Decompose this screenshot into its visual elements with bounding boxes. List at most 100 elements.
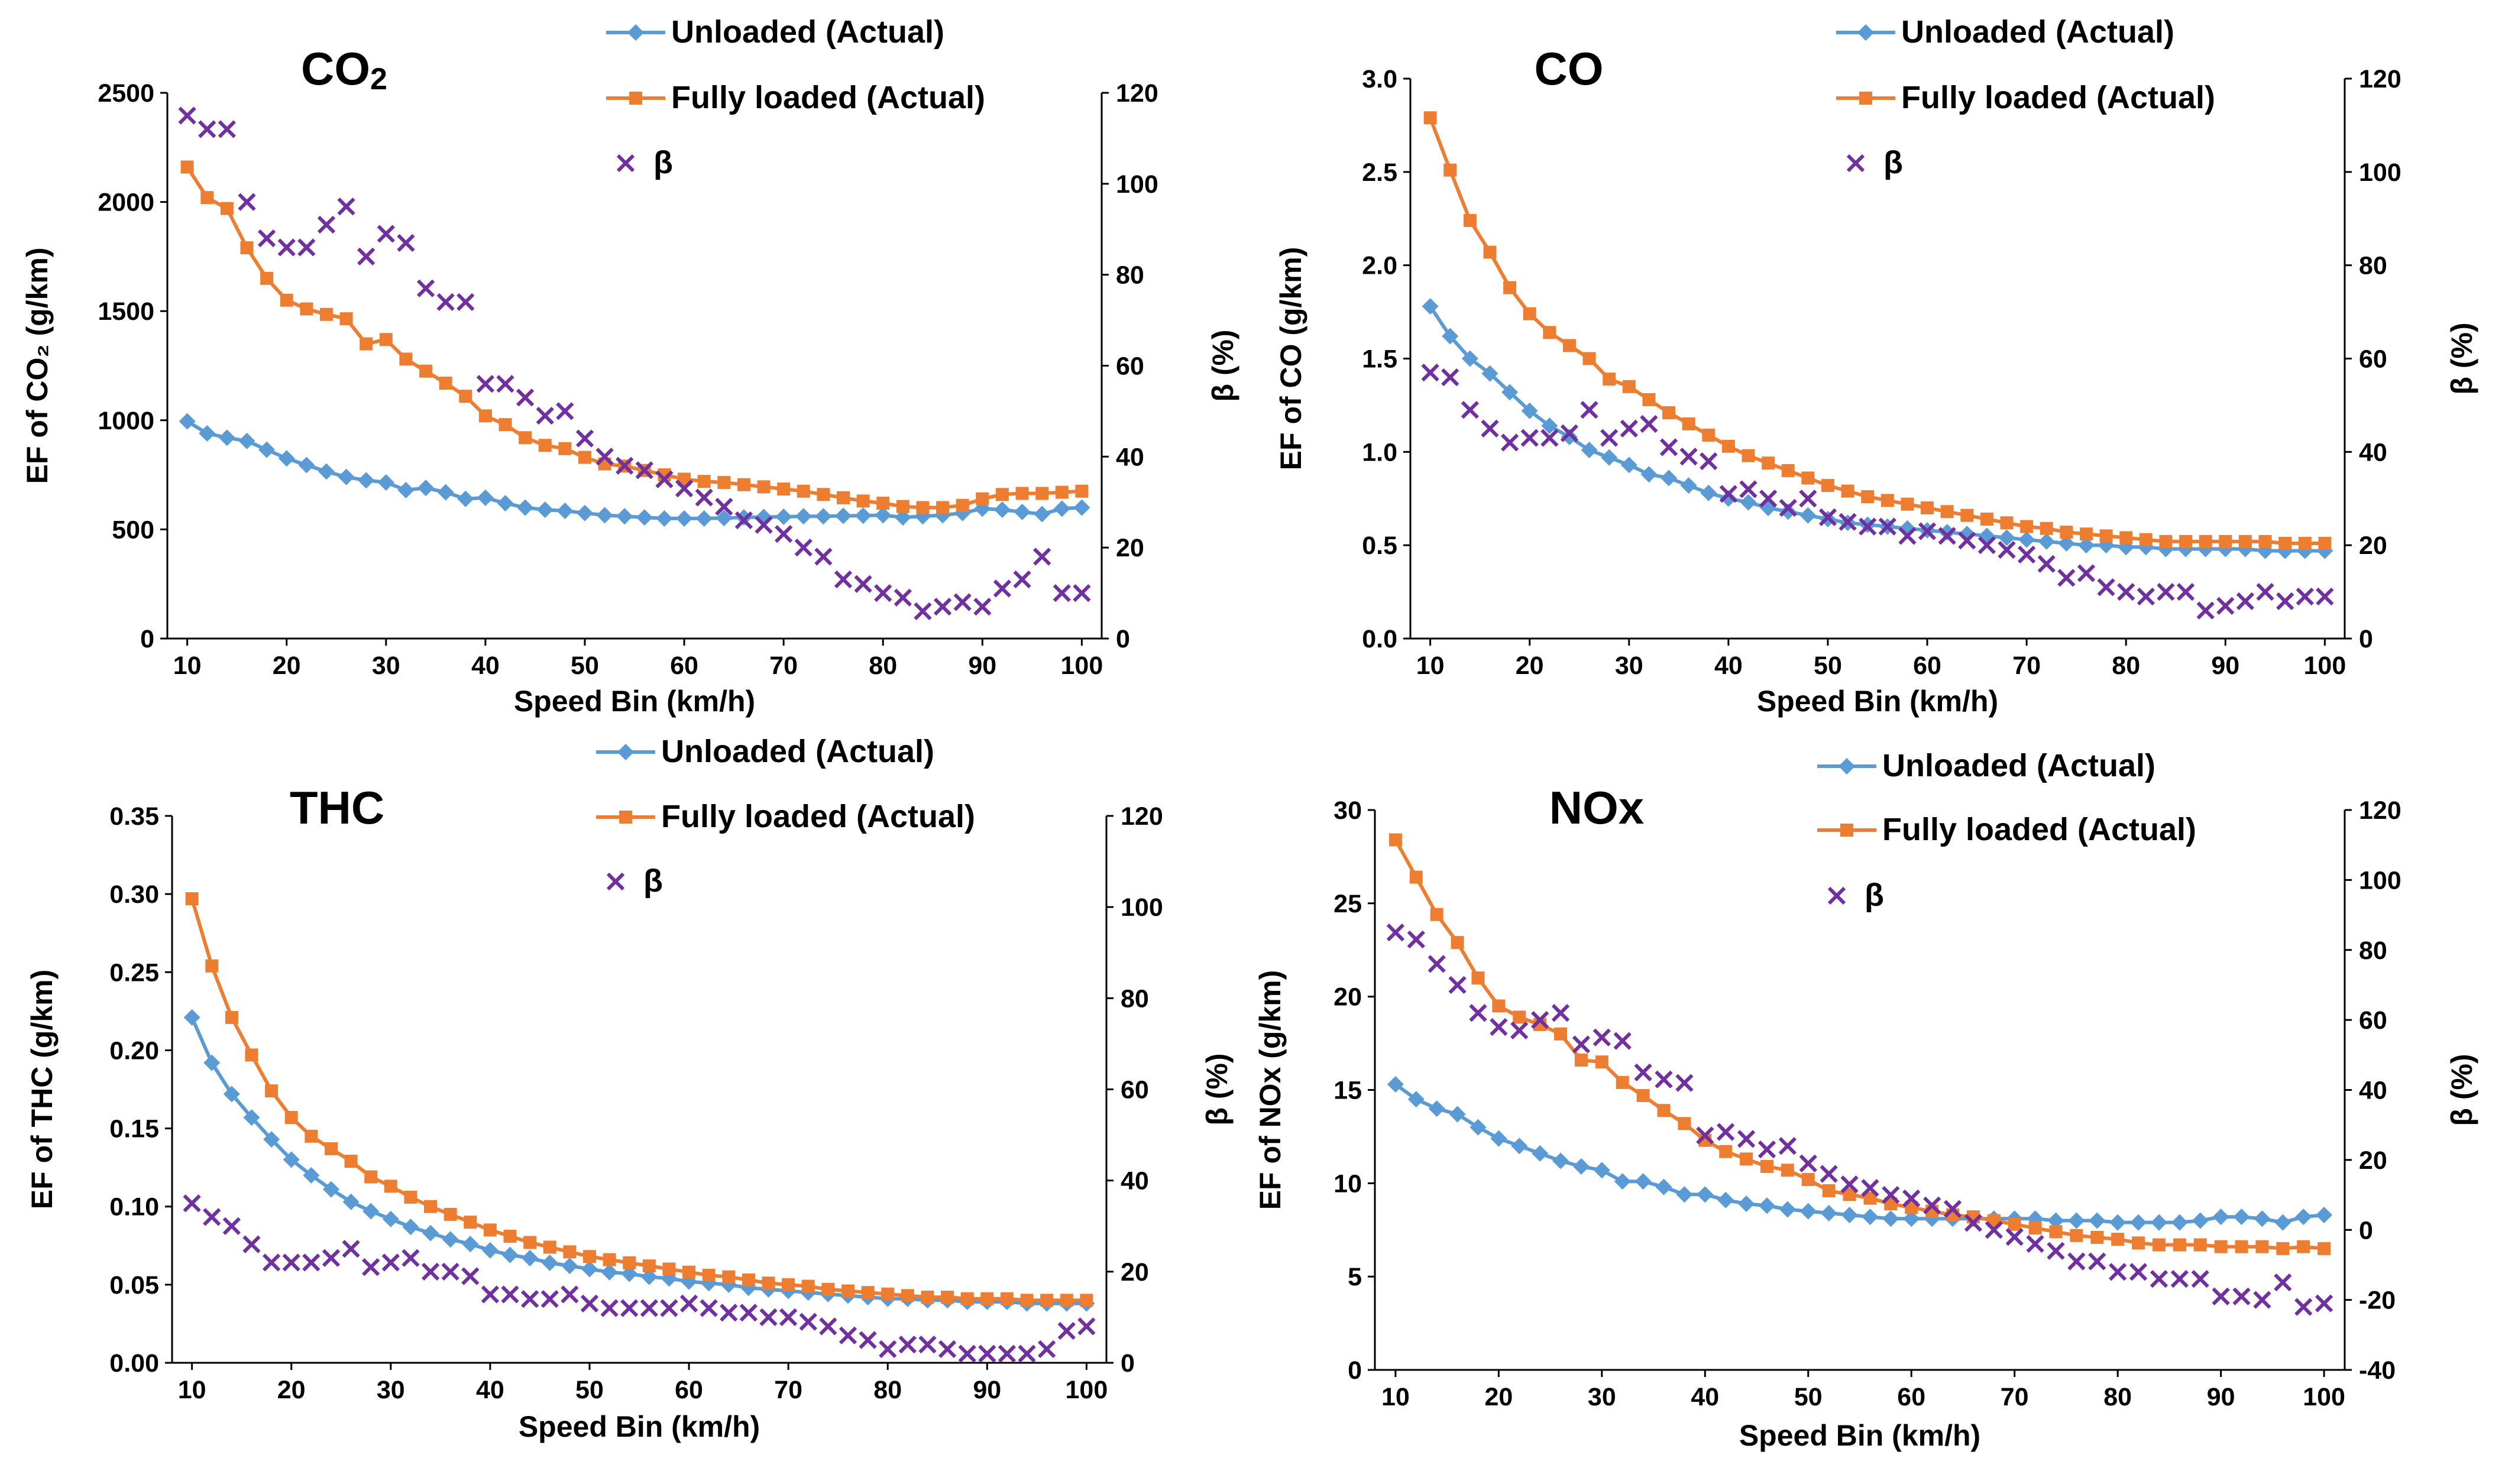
unloaded-point-10	[377, 474, 394, 491]
beta-point-6	[1540, 429, 1559, 447]
fully-loaded-point-27	[1960, 508, 1974, 522]
unloaded-point-9	[1572, 1158, 1590, 1175]
beta-point-9	[357, 247, 376, 266]
fully-loaded-point-17	[1740, 1152, 1753, 1166]
unloaded-point-2	[218, 429, 235, 446]
beta-point-22	[1859, 517, 1877, 536]
beta-point-12	[421, 1262, 440, 1281]
legend-label: Unloaded (Actual)	[671, 14, 944, 50]
fully-loaded-point-20	[1821, 479, 1834, 492]
beta-point-2	[1461, 401, 1479, 419]
beta-point-19	[561, 1285, 579, 1304]
fully-loaded-point-3	[245, 1048, 258, 1062]
fully-loaded-point-1	[205, 959, 219, 973]
legend-label: Unloaded (Actual)	[1901, 14, 2174, 50]
beta-point-11	[402, 1249, 420, 1267]
fully-loaded-point-42	[1015, 487, 1029, 500]
chart-title: CO	[1535, 43, 1604, 95]
unloaded-point-15	[1720, 490, 1737, 507]
beta-point-45	[1073, 584, 1091, 602]
fully-loaded-point-12	[419, 364, 433, 378]
beta-point-8	[337, 197, 355, 216]
y2-tick-label: 120	[2359, 796, 2401, 825]
y-tick-label: 1000	[98, 407, 154, 435]
unloaded-point-7	[322, 1181, 339, 1198]
fully-loaded-point-33	[836, 491, 850, 504]
y2-tick-label: 40	[1121, 1167, 1149, 1195]
fully-loaded-point-31	[797, 484, 810, 498]
fully-loaded-point-40	[980, 1292, 994, 1305]
x-tick-label: 10	[173, 652, 202, 680]
x-tick-label: 40	[1714, 652, 1743, 680]
unloaded-point-35	[875, 507, 892, 524]
legend-entry-beta: β	[616, 145, 673, 180]
fully-loaded-series	[180, 160, 1089, 514]
unloaded-point-5	[278, 450, 295, 467]
unloaded-point-36	[894, 509, 911, 526]
beta-point-28	[1977, 536, 1996, 555]
beta-point-26	[1923, 1196, 1941, 1214]
beta-point-7	[1531, 1011, 1549, 1029]
beta-point-11	[397, 234, 415, 252]
x-tick-label: 30	[1615, 652, 1643, 680]
beta-point-32	[2057, 569, 2076, 587]
unloaded-point-5	[1521, 402, 1538, 419]
unloaded-point-12	[417, 479, 435, 497]
y-tick-label: 0	[1348, 1356, 1362, 1385]
fully-loaded-line	[190, 898, 1087, 1302]
unloaded-point-9	[358, 472, 375, 489]
legend-entry-beta: β	[1846, 145, 1903, 180]
beta-point-12	[1659, 438, 1678, 456]
beta-point-37	[2150, 1269, 2168, 1288]
unloaded-point-14	[457, 490, 474, 507]
unloaded-point-2	[1461, 350, 1478, 367]
unloaded-point-legend	[627, 24, 644, 41]
beta-point-21	[1839, 513, 1857, 531]
beta-point-24	[655, 470, 674, 488]
beta-point-40	[2212, 1287, 2230, 1305]
fully-loaded-point-37	[916, 501, 930, 514]
beta-point-41	[2236, 592, 2255, 610]
beta-point-17	[1737, 1130, 1756, 1148]
y-tick-label: 0	[140, 625, 154, 653]
unloaded-point-6	[1511, 1138, 1528, 1155]
unloaded-point-36	[2130, 1214, 2147, 1231]
y2-tick-label: 60	[2359, 345, 2387, 374]
y2-tick-label: 40	[2359, 438, 2387, 466]
beta-point-23	[640, 1299, 658, 1317]
beta-point-8	[342, 1240, 360, 1258]
x-tick-label: 100	[2304, 652, 2346, 680]
beta-point-16	[1739, 480, 1757, 498]
beta-point-7	[1560, 424, 1579, 442]
legend: Unloaded (Actual) Fully loaded (Actual) β	[1817, 748, 2196, 913]
unloaded-point-28	[735, 509, 752, 526]
unloaded-point-21	[601, 1263, 618, 1281]
fully-loaded-point-5	[1523, 307, 1536, 320]
beta-point-31	[2037, 555, 2056, 573]
unloaded-point-42	[2254, 1210, 2271, 1227]
unloaded-point-20	[581, 1261, 598, 1278]
unloaded-point-15	[477, 489, 494, 506]
fully-loaded-point-14	[459, 390, 472, 403]
fully-loaded-point-19	[563, 1245, 577, 1259]
unloaded-point-2	[223, 1086, 240, 1103]
fully-loaded-point-legend	[1859, 92, 1872, 105]
y-tick-label: 5	[1348, 1263, 1362, 1291]
y2-axis-title: β (%)	[1200, 1053, 1234, 1125]
x-tick-label: 30	[1588, 1383, 1616, 1411]
fully-loaded-point-27	[717, 476, 731, 490]
beta-point-38	[933, 598, 952, 616]
fully-loaded-point-6	[300, 302, 313, 316]
fully-loaded-point-32	[821, 1282, 835, 1296]
beta-point-6	[297, 238, 316, 257]
unloaded-point-23	[636, 509, 653, 526]
beta-point-20	[575, 429, 594, 448]
beta-point-0	[183, 1194, 201, 1213]
fully-loaded-point-42	[2258, 534, 2272, 548]
beta-point-33	[834, 570, 853, 589]
x-tick-label: 70	[769, 652, 798, 680]
fully-loaded-point-36	[896, 500, 909, 513]
x-tick-label: 60	[1897, 1383, 1925, 1411]
unloaded-point-20	[576, 504, 593, 521]
beta-point-30	[779, 1308, 798, 1327]
